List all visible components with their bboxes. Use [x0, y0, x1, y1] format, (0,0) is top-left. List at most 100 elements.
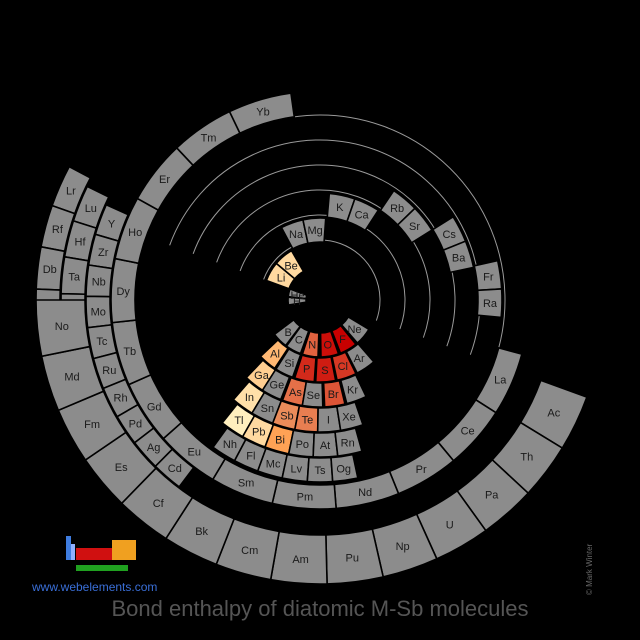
element-symbol-rn: Rn: [341, 437, 355, 449]
element-symbol-cl: Cl: [338, 361, 348, 373]
element-symbol-tb: Tb: [123, 346, 136, 358]
element-symbol-b: B: [285, 327, 292, 339]
element-cell-la: La: [474, 346, 523, 414]
element-cell-kr: Kr: [339, 373, 368, 405]
element-symbol-pd: Pd: [129, 418, 142, 430]
element-cell-fill-sr: [396, 207, 434, 244]
element-symbol-al: Al: [270, 349, 280, 361]
element-cell-fill-he: [287, 288, 308, 300]
element-symbol-th: Th: [520, 452, 533, 464]
element-cell-n: N: [301, 330, 320, 358]
element-cell-tm: Tm: [175, 110, 242, 167]
element-cell-fill-cl: [331, 351, 358, 382]
element-symbol-sn: Sn: [261, 403, 274, 415]
element-symbol-dy: Dy: [116, 286, 130, 298]
element-cell-fill-n: [301, 330, 320, 358]
element-cell-fill-ra: [476, 288, 503, 319]
element-cell-fill-fl: [233, 438, 267, 473]
element-cell-db: Db: [35, 245, 66, 291]
element-symbol-fm: Fm: [84, 419, 100, 431]
element-symbol-ac: Ac: [547, 408, 560, 420]
element-symbol-ce: Ce: [461, 425, 475, 437]
element-symbol-er: Er: [159, 174, 170, 186]
element-cell-fill-at: [312, 431, 339, 458]
element-symbol-lr: Lr: [66, 186, 76, 198]
element-cell-fill-s: [314, 355, 337, 383]
element-symbol-pr: Pr: [416, 464, 427, 476]
element-symbol-cf: Cf: [153, 498, 165, 510]
element-symbol-pa: Pa: [485, 490, 499, 502]
element-symbol-na: Na: [289, 229, 304, 241]
element-cell-he: He: [287, 288, 308, 302]
element-cell-fill-xe: [335, 401, 364, 432]
element-symbol-ta: Ta: [68, 271, 81, 283]
element-cell-al: Al: [259, 338, 290, 370]
element-cell-ba: Ba: [442, 240, 475, 274]
element-cell-fill-no: [35, 299, 91, 358]
element-symbol-fl: Fl: [246, 450, 255, 462]
element-cell-fill-rn: [334, 427, 363, 457]
element-cell-ra: Ra: [476, 288, 503, 319]
element-symbol-tm: Tm: [201, 133, 217, 145]
spiral-guide-2: [216, 189, 431, 338]
element-cell-fill-pb: [241, 414, 275, 449]
element-symbol-pu: Pu: [346, 552, 359, 564]
element-cell-fill-bi: [263, 423, 295, 455]
element-cell-ne: Ne: [340, 315, 370, 345]
chart-title: Bond enthalpy of diatomic M-Sb molecules: [111, 596, 529, 621]
element-cell-ar: Ar: [345, 342, 375, 375]
element-symbol-sb: Sb: [280, 410, 293, 422]
element-symbol-bk: Bk: [195, 526, 208, 538]
element-cell-fill-ts: [306, 456, 334, 483]
element-cell-fill-be: [275, 249, 305, 280]
element-symbol-yb: Yb: [256, 106, 269, 118]
element-cell-xe: Xe: [335, 401, 364, 432]
element-cell-fill-i: [316, 405, 342, 433]
element-symbol-nh: Nh: [223, 439, 237, 451]
element-symbol-ag: Ag: [147, 442, 160, 454]
element-cell-ca: Ca: [346, 197, 380, 232]
element-symbol-be: Be: [284, 261, 297, 273]
element-symbol-tl: Tl: [234, 415, 243, 427]
element-cell-nh: Nh: [211, 426, 247, 462]
spiral-guide-4: [169, 139, 481, 355]
element-cell-fill-mg: [302, 217, 327, 245]
element-symbol-br: Br: [328, 389, 339, 401]
element-symbol-md: Md: [64, 371, 79, 383]
element-cell-fill-f: [330, 324, 357, 355]
element-cell-ta: Ta: [60, 255, 90, 296]
element-cell-am: Am: [269, 530, 328, 585]
element-cell-pu: Pu: [325, 528, 385, 585]
element-cell-pr: Pr: [388, 441, 455, 495]
element-cell-o: O: [319, 330, 340, 358]
element-symbol-ba: Ba: [452, 253, 466, 265]
element-cell-fill-yb: [228, 92, 296, 135]
spiral-guide-3: [192, 164, 456, 347]
element-symbol-cm: Cm: [241, 545, 258, 557]
element-symbol-cd: Cd: [168, 463, 182, 475]
site-link[interactable]: www.webelements.com: [32, 580, 158, 594]
element-symbol-kr: Kr: [347, 384, 358, 396]
element-symbol-hf: Hf: [75, 237, 87, 249]
element-cell-fill-ne: [340, 315, 370, 345]
element-cell-cd: Cd: [154, 448, 195, 489]
element-cell-fill-po: [287, 429, 316, 458]
element-cell-fill-c: [285, 325, 310, 355]
element-cell-fill-mc: [256, 447, 289, 479]
element-cell-fill-si: [274, 347, 302, 379]
element-symbol-lv: Lv: [291, 463, 303, 475]
element-cell-fill-kr: [339, 373, 368, 405]
element-cell-ge: Ge: [261, 368, 291, 401]
element-symbol-si: Si: [284, 358, 294, 370]
element-cell-ru: Ru: [92, 351, 127, 390]
element-symbol-he: He: [291, 290, 305, 302]
element-symbol-o: O: [324, 339, 333, 351]
element-cell-mg: Mg: [302, 217, 327, 245]
element-symbol-no: No: [55, 321, 69, 333]
element-cell-fr: Fr: [473, 259, 503, 292]
element-symbol-cs: Cs: [442, 229, 456, 241]
element-cell-pb: Pb: [241, 414, 275, 449]
element-symbol-ts: Ts: [315, 465, 327, 477]
logo-block-s2: [71, 544, 75, 560]
